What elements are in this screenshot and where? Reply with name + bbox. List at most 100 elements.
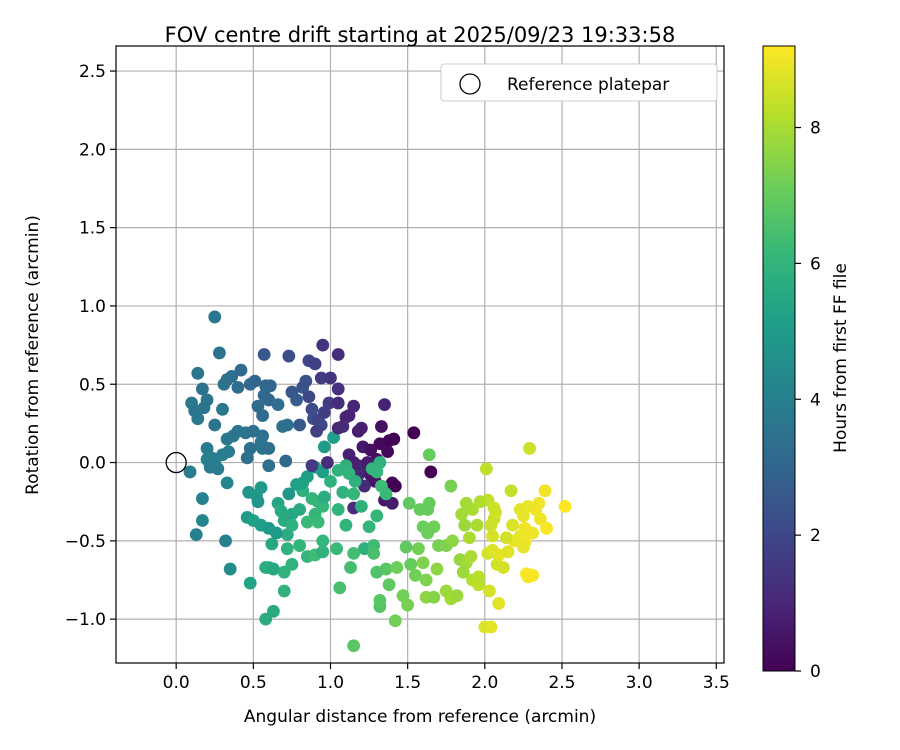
scatter-point: [248, 374, 262, 388]
scatter-point: [378, 398, 391, 412]
scatter-point: [486, 529, 499, 543]
scatter-point: [200, 393, 214, 407]
scatter-point: [347, 487, 361, 501]
scatter-point: [373, 593, 387, 607]
grid-lines: [116, 46, 724, 663]
scatter-point: [285, 518, 299, 532]
scatter-point: [473, 495, 487, 509]
scatter-point: [257, 348, 271, 361]
scatter-point: [324, 474, 337, 488]
scatter-point: [421, 526, 435, 540]
scatter-point: [422, 448, 436, 462]
scatter-point: [336, 420, 350, 433]
scatter-point: [321, 456, 334, 469]
scatter-point: [290, 393, 303, 407]
scatter-point: [444, 479, 458, 493]
scatter-point: [501, 545, 515, 559]
scatter-point: [331, 503, 345, 516]
scatter-point: [183, 465, 197, 479]
scatter-point: [265, 537, 279, 551]
scatter-point: [404, 557, 418, 571]
scatter-point: [427, 590, 441, 604]
scatter-point: [450, 589, 464, 603]
x-tick-label: 3.5: [703, 673, 730, 693]
scatter-point: [305, 459, 319, 473]
scatter-point: [277, 565, 291, 579]
scatter-point: [496, 561, 510, 574]
colorbar-tick-label: 6: [810, 254, 821, 274]
x-axis: 0.0 0.5 1.0 1.5 2.0 2.5 3.0 3.5: [163, 663, 730, 693]
scatter-point: [532, 496, 546, 510]
colorbar-ticks: 0 2 4 6 8: [795, 119, 821, 682]
scatter-point: [381, 445, 394, 458]
scatter-point: [300, 515, 314, 529]
scatter-point: [506, 518, 519, 532]
scatter-point: [422, 496, 436, 510]
scatter-point: [280, 542, 294, 556]
scatter-point: [267, 562, 280, 576]
scatter-point: [282, 487, 296, 501]
scatter-point: [456, 565, 470, 579]
scatter-point: [516, 540, 530, 554]
scatter-point: [302, 390, 316, 404]
scatter-point: [487, 501, 501, 515]
scatter-point: [189, 528, 203, 541]
scatter-point: [459, 496, 473, 510]
scatter-point: [479, 462, 493, 476]
scatter-point: [243, 576, 257, 590]
scatter-point: [492, 597, 506, 610]
legend-marker: [459, 73, 481, 95]
scatter-point: [316, 545, 330, 559]
scatter-point: [402, 496, 416, 510]
scatter-point: [251, 495, 265, 509]
scatter-point: [331, 463, 345, 477]
y-axis-label: Rotation from reference (arcmin): [23, 215, 43, 495]
scatter-point: [412, 542, 425, 556]
scatter-point: [234, 363, 248, 377]
scatter-point: [293, 539, 307, 552]
scatter-point: [344, 561, 357, 574]
scatter-point: [212, 346, 226, 360]
scatter-point: [526, 568, 540, 582]
colorbar-tick-label: 4: [810, 390, 821, 410]
x-tick-label: 1.0: [317, 673, 344, 693]
scatter-point: [347, 639, 361, 653]
y-tick-label: −1.0: [65, 610, 106, 630]
scatter-point: [317, 490, 331, 504]
scatter-point: [293, 503, 307, 516]
scatter-point: [470, 518, 484, 532]
reference-platepar-marker: [165, 451, 187, 474]
scatter-point: [382, 578, 396, 592]
scatter-point: [483, 584, 496, 598]
scatter-point: [314, 371, 328, 385]
scatter-point: [500, 531, 513, 545]
scatter-point: [408, 568, 422, 582]
scatter-point: [464, 550, 478, 563]
scatter-point: [558, 500, 572, 513]
scatter-point: [407, 426, 421, 440]
plot-frame: [115, 45, 725, 664]
scatter-point: [219, 534, 232, 548]
scatter-point: [208, 418, 222, 432]
chart-title: FOV centre drift starting at 2025/09/23 …: [165, 23, 676, 47]
scatter-point: [280, 418, 294, 432]
scatter-point: [225, 370, 239, 383]
scatter-point: [316, 534, 330, 548]
scatter-point: [521, 500, 535, 513]
scatter-point: [538, 484, 552, 498]
scatter-point: [375, 420, 388, 433]
scatter-point: [367, 546, 381, 560]
scatter-point: [316, 338, 330, 352]
scatter-point: [523, 442, 536, 455]
scatter-point: [347, 399, 361, 413]
scatter-point: [484, 620, 498, 634]
scatter-point: [348, 474, 362, 488]
scatter-point: [317, 440, 331, 454]
x-tick-label: 0.5: [240, 673, 267, 693]
y-axis: −1.0 −0.5 0.0 0.5 1.0 1.5 2.0 2.5: [65, 62, 116, 630]
scatter-point: [331, 382, 345, 396]
scatter-point: [385, 496, 399, 510]
scatter-point: [401, 598, 415, 612]
x-axis-label: Angular distance from reference (arcmin): [244, 707, 596, 727]
scatter-point: [308, 357, 322, 371]
